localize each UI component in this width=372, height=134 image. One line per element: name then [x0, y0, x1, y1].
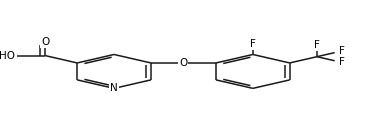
Text: F: F [339, 46, 344, 56]
Text: O: O [179, 58, 187, 68]
Text: N: N [110, 83, 118, 93]
Text: F: F [314, 40, 320, 50]
Text: HO: HO [0, 51, 15, 61]
Text: F: F [250, 39, 256, 49]
Text: O: O [41, 37, 49, 47]
Text: F: F [339, 57, 344, 67]
